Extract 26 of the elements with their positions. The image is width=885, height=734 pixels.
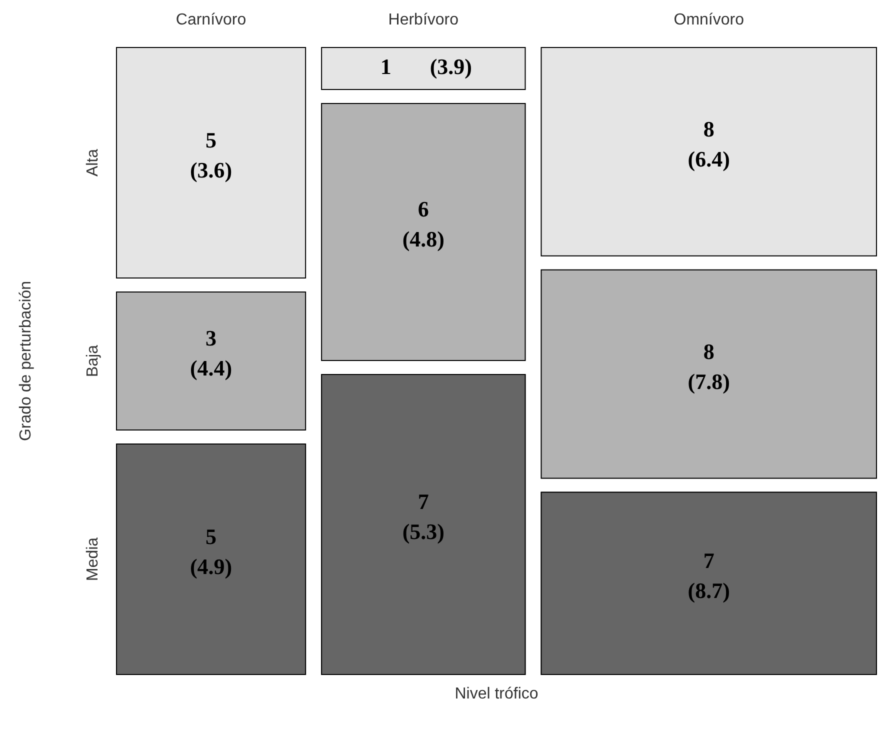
text: (3.9): [430, 54, 472, 80]
text: (7.8): [688, 368, 730, 394]
data-label: 7: [418, 489, 429, 514]
text: (6.4): [688, 146, 730, 172]
category-label: Herbívoro: [388, 11, 459, 28]
text: Media: [84, 537, 102, 582]
data-label: 6: [418, 196, 429, 222]
category-label: Omnívoro: [674, 11, 744, 28]
text: (4.9): [190, 554, 232, 579]
text: (4.4): [190, 356, 232, 381]
text: Grado de perturbación: [17, 280, 34, 442]
data-label: 5: [206, 524, 217, 549]
text: (8.7): [688, 578, 730, 604]
data-label: 5: [206, 127, 217, 152]
text: Baja: [84, 344, 102, 378]
text: (3.6): [190, 157, 232, 182]
data-label: 3: [206, 326, 217, 351]
data-label: 7: [703, 548, 714, 574]
text: (5.3): [402, 519, 444, 544]
text: Nivel trófico: [454, 685, 538, 702]
text: Alta: [84, 148, 102, 177]
data-label: 8: [703, 338, 714, 364]
text: (4.8): [402, 226, 444, 252]
category-label: Carnívoro: [176, 11, 246, 28]
data-label: 1: [380, 54, 392, 80]
data-label: 8: [703, 116, 714, 142]
